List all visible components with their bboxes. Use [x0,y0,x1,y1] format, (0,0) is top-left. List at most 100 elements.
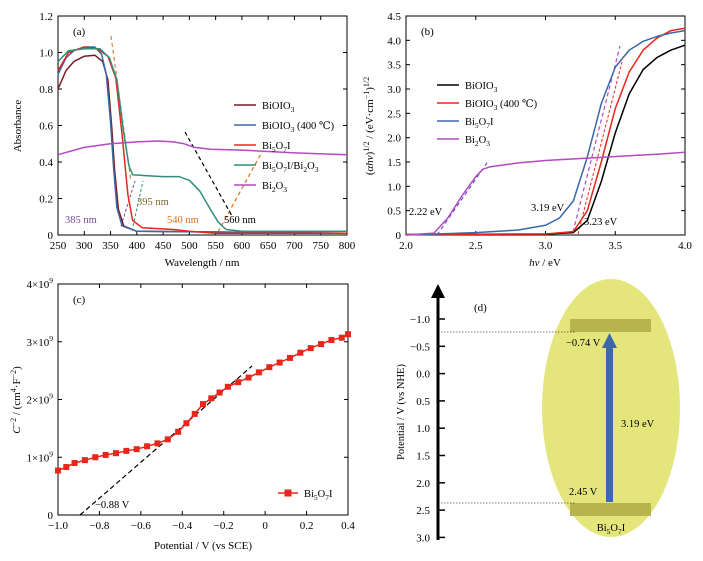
panel-c-data-point [307,345,314,352]
panel-d-ytick-label: 0.5 [416,396,430,408]
panel-d-material-label: Bi5O7I [597,523,626,536]
panel-c-data-point [133,446,140,453]
panel-d-valence-band [570,503,651,516]
panel-d-ytick-label: −1.0 [410,314,430,326]
panel-c-data-point [208,395,215,402]
panel-c-data-point [276,359,283,366]
panel-a-series-3 [57,48,347,233]
panel-c-xtick-label: −1.0 [48,520,68,532]
panel-a-xtick-label: 600 [234,240,251,252]
panel-c-ytick-label: 1×109 [27,449,54,464]
panel-b-xtick-label: 3.5 [608,240,622,252]
panel-c-legend: Bi5O7I [278,489,333,502]
panel-b-xtick-label: 2.5 [469,240,483,252]
panel-a-xtick-label: 800 [339,240,356,252]
panel-b-ytick-label: 0 [396,230,402,242]
panel-c-ylabel: C−2 / (cm4·F−2) [9,366,23,434]
panel-c-data-point [224,383,231,390]
panel-b-xtick-label: 3.0 [539,240,553,252]
panel-b-legend-text-2: Bi5O7I [465,117,494,130]
panel-a-trend-385 [120,180,136,227]
panel-d-excitation-arrowhead [602,333,617,348]
panel-b-series-2 [405,29,686,236]
panel-b-trend-bioio3 [577,61,623,235]
panel-b-tauc-plot: (b) 2.0 2.5 3.0 3.5 4.0 0 0.5 1.0 1.5 2.0 2.5 3.0 3.… [362,11,692,269]
panel-c-xtick-label: −0.2 [214,520,234,532]
panel-a-series-0 [57,54,348,234]
panel-b-trend-bi5o7i [572,45,621,233]
panel-d-ytick-label: 1.5 [416,451,430,463]
panel-c-data-point [55,467,61,474]
panel-c-data-point [164,436,171,443]
panel-a-legend-text-2: Bi5O7I [262,141,291,154]
panel-c-data-point [123,447,130,454]
panel-b-ytick-label: 4.0 [387,35,401,47]
panel-c-data-point [245,374,252,381]
panel-d-ytick-label: 2.0 [416,478,430,490]
panel-a-legend-text-0: BiOIO3 [262,101,295,114]
panel-c-data-point [287,354,293,361]
panel-c-xtick-label: −0.8 [89,520,109,532]
panel-c-ytick-label: 2×109 [27,392,54,407]
panel-c-data-point [71,460,78,467]
panel-c-data-point [255,369,262,376]
panel-a-ytick-label: 1.2 [39,11,53,23]
panel-c-data-point [216,389,223,396]
panel-d-ytick-label: 3.0 [416,532,430,544]
panel-a-ytick-label: 0.2 [39,194,53,206]
panel-a-label: (a) [73,26,86,38]
panel-b-ytick-label: 1.5 [387,157,401,169]
panel-c-data-point [338,334,345,341]
panel-a-trend-lines [110,35,263,233]
panel-c-data-point [200,401,206,408]
panel-a-xtick-label: 250 [50,240,67,252]
panel-a-trend-560 [184,131,233,217]
panel-c-ytick-label: 3×109 [27,334,54,349]
panel-d-gap-label: 3.19 eV [621,419,655,430]
panel-c-data-point [318,341,325,348]
panel-a-ylabel: Absorbance [12,100,24,153]
panel-d-ytick-label: 1.0 [416,423,430,435]
panel-a-ytick-label: 0.8 [39,84,53,96]
panel-c-plot-frame [57,283,349,516]
panel-a-ytick-label: 0 [48,230,54,242]
panel-d-label: (d) [474,302,487,314]
panel-d-band-diagram: −1.0 −0.5 0.0 0.5 1.0 1.5 2.0 2.5 3.0 (d) −0.74 … [396,279,680,544]
panel-b-ytick-label: 3.0 [387,84,401,96]
panel-b-ytick-label: 3.5 [387,60,401,72]
panel-a-xlabel: Wavelength / nm [165,257,240,269]
panel-c-xtick-label: 0.2 [300,520,314,532]
panel-a-xtick-label: 300 [76,240,93,252]
panel-c-data-point [154,440,161,447]
panel-a-annotation-540: 540 nm [167,215,199,226]
panel-a-ytick-label: 1.0 [39,48,53,60]
panel-a-xtick-label: 450 [155,240,172,252]
panel-b-legend-text-3: Bi2O3 [465,135,490,148]
panel-a-ytick-label: 0.4 [39,157,53,169]
panel-b-annotation-222: 2.22 eV [409,207,443,218]
panel-a-xtick-label: 500 [181,240,198,252]
panel-d-vb-label: 2.45 V [569,487,598,498]
panel-b-ytick-label: 1.0 [387,181,401,193]
panel-c-data-point [297,349,304,356]
panel-c-data-point [328,337,335,344]
panel-a-series-2 [57,46,347,234]
panel-a-trend-395 [132,180,144,227]
panel-b-annotation-319: 3.19 eV [531,203,565,214]
panel-a-xtick-label: 400 [129,240,146,252]
panel-c-legend-text: Bi5O7I [304,489,333,502]
panel-b-annotation-323: 3.23 eV [584,217,618,228]
panel-a-xtick-label: 350 [102,240,119,252]
panel-a-legend-text-3: Bi5O7I/Bi2O3 [262,161,319,174]
panel-d-ytick-label: 2.5 [416,505,430,517]
panel-b-legend-text-0: BiOIO3 [465,81,498,94]
panel-c-data-point [175,428,182,435]
panel-c-ytick-label: 0 [48,510,54,522]
panel-b-ytick-label: 2.0 [387,133,401,145]
panel-a-legend-text-4: Bi2O3 [262,181,287,194]
panel-d-ytick-label: −0.5 [410,341,430,353]
panel-c-xtick-label: −0.4 [172,520,192,532]
panel-b-label: (b) [421,26,434,38]
panel-b-ytick-label: 0.5 [387,206,401,218]
panel-c-data-point [113,450,119,457]
